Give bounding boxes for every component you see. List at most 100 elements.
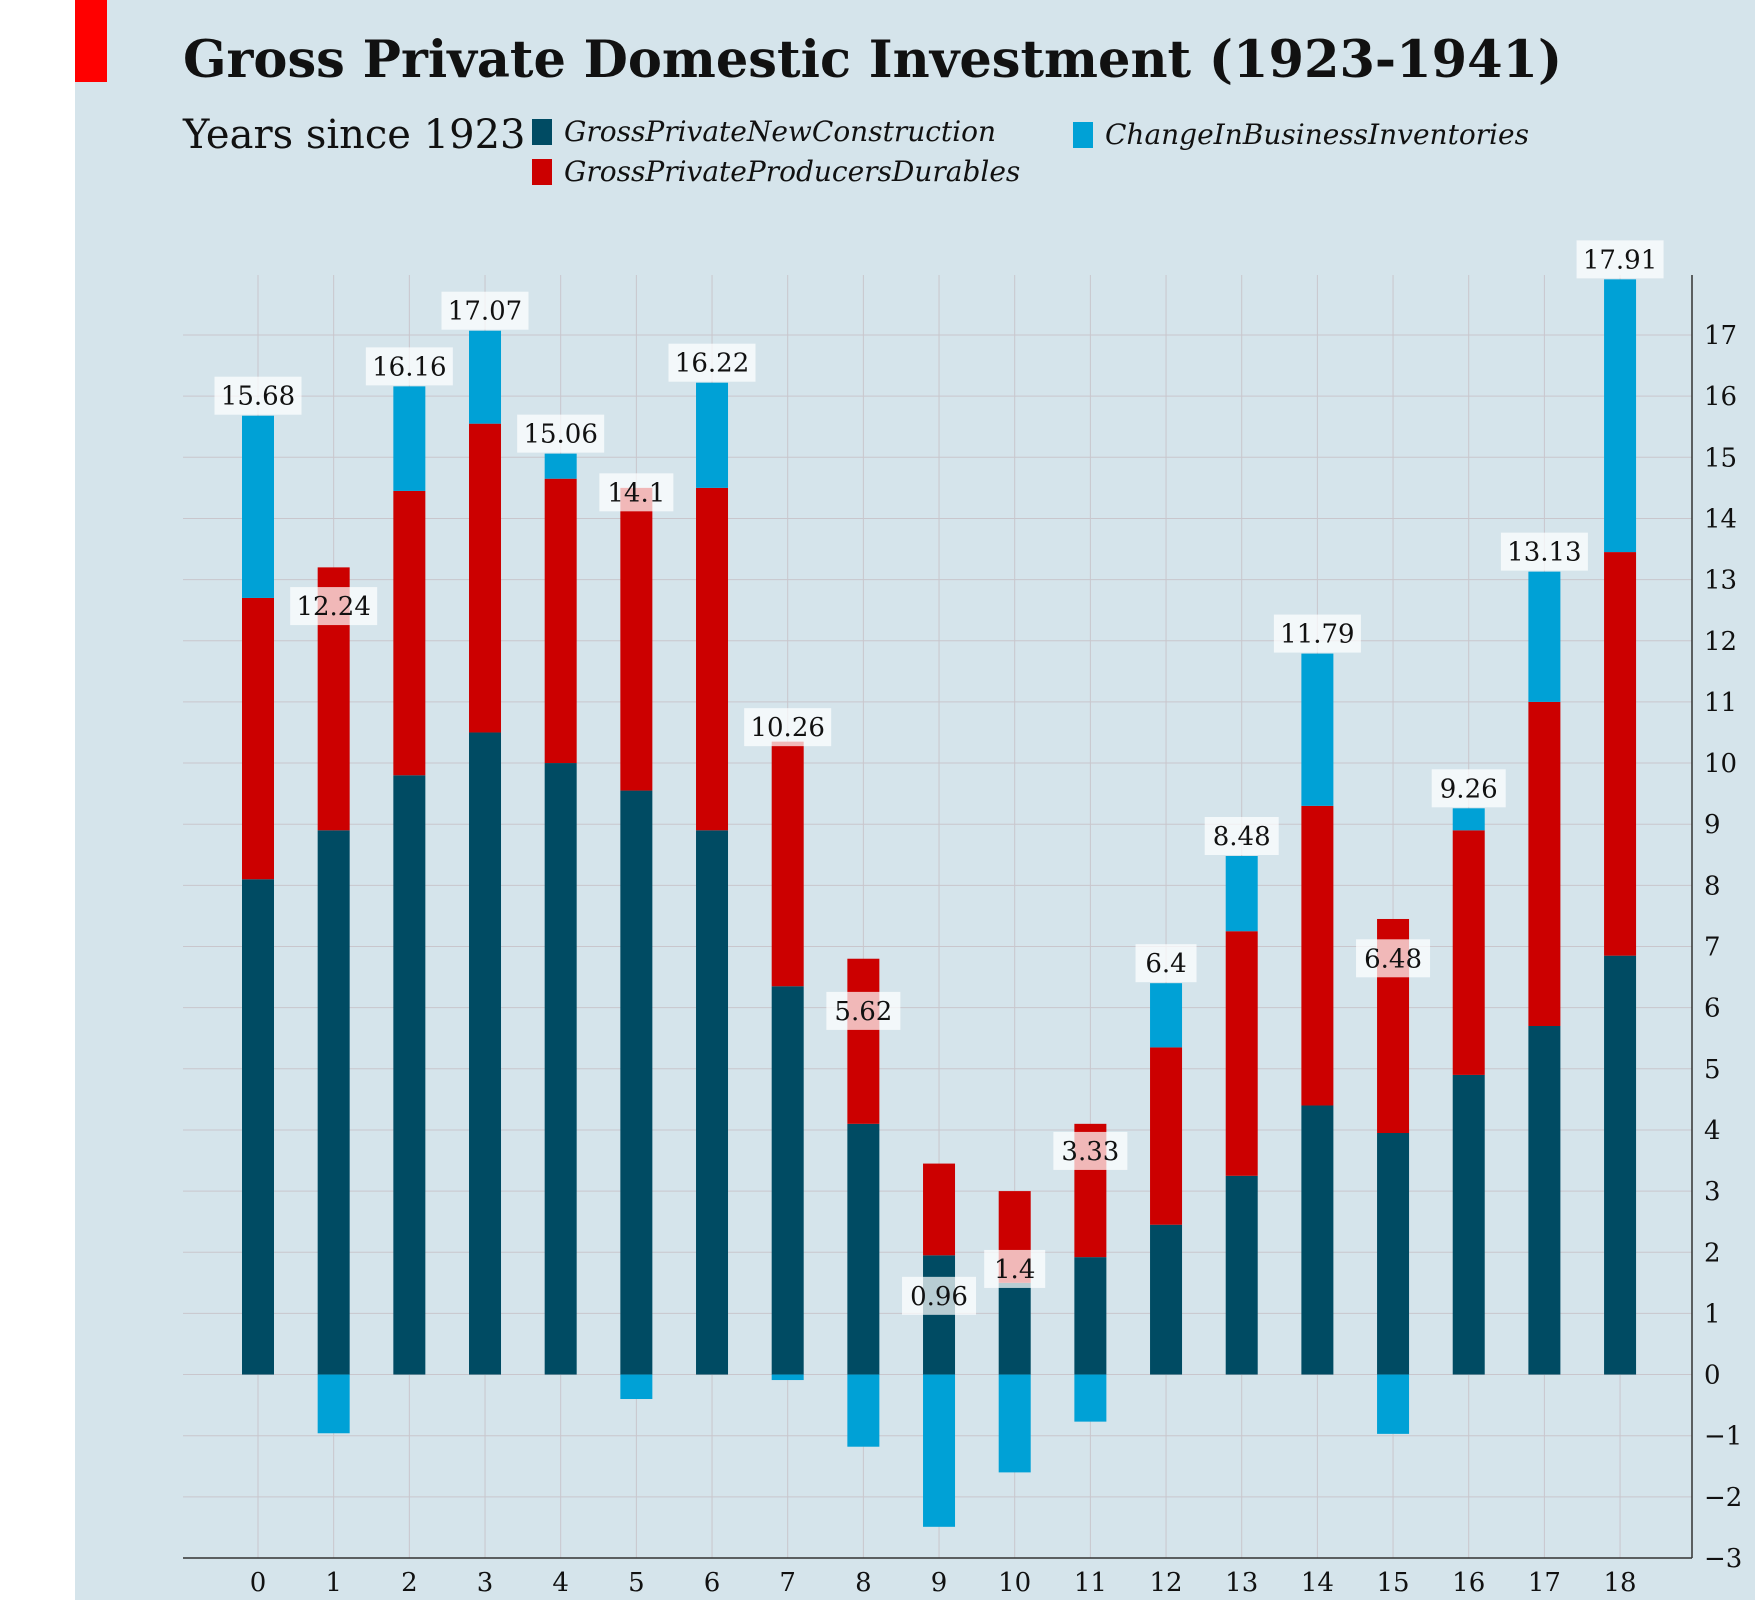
y-tick-label: 11: [1704, 688, 1737, 718]
total-label: 13.13: [1507, 538, 1581, 568]
construction-bar: [242, 879, 274, 1375]
x-tick-label: 6: [704, 1568, 721, 1598]
inventories-bar: [1150, 983, 1183, 1048]
total-label-box: [902, 1276, 977, 1315]
inventories-bar: [620, 1374, 653, 1400]
producers-durables-bar: [923, 1163, 956, 1256]
y-tick-label: 5: [1704, 1055, 1721, 1085]
total-label-box: [290, 587, 378, 626]
legend-label-inventories: ChangeInBusinessInventories: [1105, 118, 1529, 151]
total-label: 17.91: [1583, 245, 1657, 275]
total-label-box: [1500, 532, 1588, 571]
construction-bar: [998, 1282, 1031, 1375]
total-label-box: [826, 991, 901, 1030]
total-label-box: [441, 291, 529, 330]
chart-subtitle: Years since 1923: [183, 112, 526, 158]
total-label-box: [1273, 614, 1361, 653]
y-tick-label: 8: [1704, 871, 1721, 901]
producers-durables-bar: [242, 597, 274, 880]
legend-swatch-construction: [532, 118, 552, 145]
inventories-bar: [1301, 653, 1334, 806]
x-tick-label: 3: [477, 1568, 494, 1598]
x-tick-label: 9: [931, 1568, 948, 1598]
inventories-bar: [923, 1374, 956, 1527]
legend-swatch-producers-durables: [532, 158, 552, 185]
construction-bar: [1604, 955, 1637, 1375]
y-tick-label: 14: [1704, 504, 1737, 534]
inventories-bar: [1452, 808, 1485, 831]
total-label-box: [984, 1249, 1046, 1288]
total-label: 16.22: [675, 349, 749, 379]
x-tick-label: 4: [552, 1568, 569, 1598]
total-label: 15.68: [221, 382, 295, 412]
legend-item-construction: GrossPrivateNewConstruction: [532, 115, 996, 148]
total-label-box: [599, 473, 674, 512]
inventories-bar: [242, 415, 274, 598]
x-tick-label: 11: [1074, 1568, 1107, 1598]
y-tick-label: 7: [1704, 933, 1721, 963]
x-tick-label: 0: [250, 1568, 267, 1598]
total-label-box: [365, 347, 453, 386]
producers-durables-bar: [1150, 1047, 1183, 1225]
producers-durables-bar: [771, 741, 804, 987]
y-tick-label: 12: [1704, 627, 1737, 657]
total-label: 1.4: [994, 1255, 1035, 1285]
accent-bar: [75, 0, 107, 82]
y-tick-label: 16: [1704, 382, 1737, 412]
inventories-bar: [469, 330, 502, 424]
construction-bar: [923, 1255, 956, 1375]
x-tick-label: 13: [1225, 1568, 1258, 1598]
construction-bar: [317, 830, 350, 1375]
total-label: 15.06: [523, 420, 597, 450]
x-tick-label: 5: [628, 1568, 645, 1598]
total-label: 9.26: [1440, 774, 1498, 804]
construction-bar: [620, 790, 653, 1375]
inventories-bar: [544, 453, 577, 479]
inventories-bar: [998, 1374, 1031, 1473]
x-tick-label: 2: [401, 1568, 418, 1598]
y-tick-label: 17: [1704, 321, 1737, 351]
x-tick-label: 17: [1528, 1568, 1561, 1598]
legend-label-construction: GrossPrivateNewConstruction: [564, 115, 997, 148]
producers-durables-bar: [1301, 805, 1334, 1106]
total-label: 12.24: [296, 592, 370, 622]
producers-durables-bar: [1604, 552, 1637, 956]
total-label-box: [668, 343, 756, 382]
construction-bar: [1377, 1133, 1410, 1375]
y-tick-label: −3: [1704, 1544, 1742, 1574]
x-tick-label: 18: [1604, 1568, 1637, 1598]
y-tick-label: −2: [1704, 1483, 1742, 1513]
y-tick-label: 15: [1704, 443, 1737, 473]
legend-item-producers-durables: GrossPrivateProducersDurables: [532, 155, 1020, 188]
chart-title: Gross Private Domestic Investment (1923-…: [183, 30, 1563, 90]
producers-durables-bar: [620, 487, 653, 791]
x-tick-label: 12: [1149, 1568, 1182, 1598]
total-label: 8.48: [1213, 822, 1271, 852]
y-tick-label: −1: [1704, 1422, 1742, 1452]
total-label: 14.1: [607, 478, 665, 508]
construction-bar: [1150, 1224, 1183, 1375]
inventories-bar: [1528, 571, 1561, 702]
producers-durables-bar: [393, 490, 426, 776]
inventories-bar: [696, 382, 729, 488]
inventories-bar: [1604, 279, 1637, 553]
construction-bar: [469, 732, 502, 1375]
total-label-box: [1053, 1131, 1128, 1170]
producers-durables-bar: [1528, 701, 1561, 1026]
total-label-box: [1576, 240, 1664, 279]
y-tick-label: 2: [1704, 1238, 1721, 1268]
total-label-box: [214, 376, 302, 415]
total-label: 17.07: [448, 297, 522, 327]
construction-bar: [1528, 1025, 1561, 1375]
total-label-box: [744, 708, 832, 747]
construction-bar: [393, 775, 426, 1375]
construction-bar: [696, 830, 729, 1375]
producers-durables-bar: [847, 958, 880, 1124]
total-label: 6.48: [1364, 944, 1422, 974]
producers-durables-bar: [544, 478, 577, 764]
construction-bar: [544, 763, 577, 1375]
construction-bar: [847, 1123, 880, 1375]
legend-swatch-inventories: [1073, 121, 1093, 148]
construction-bar: [1452, 1074, 1485, 1375]
